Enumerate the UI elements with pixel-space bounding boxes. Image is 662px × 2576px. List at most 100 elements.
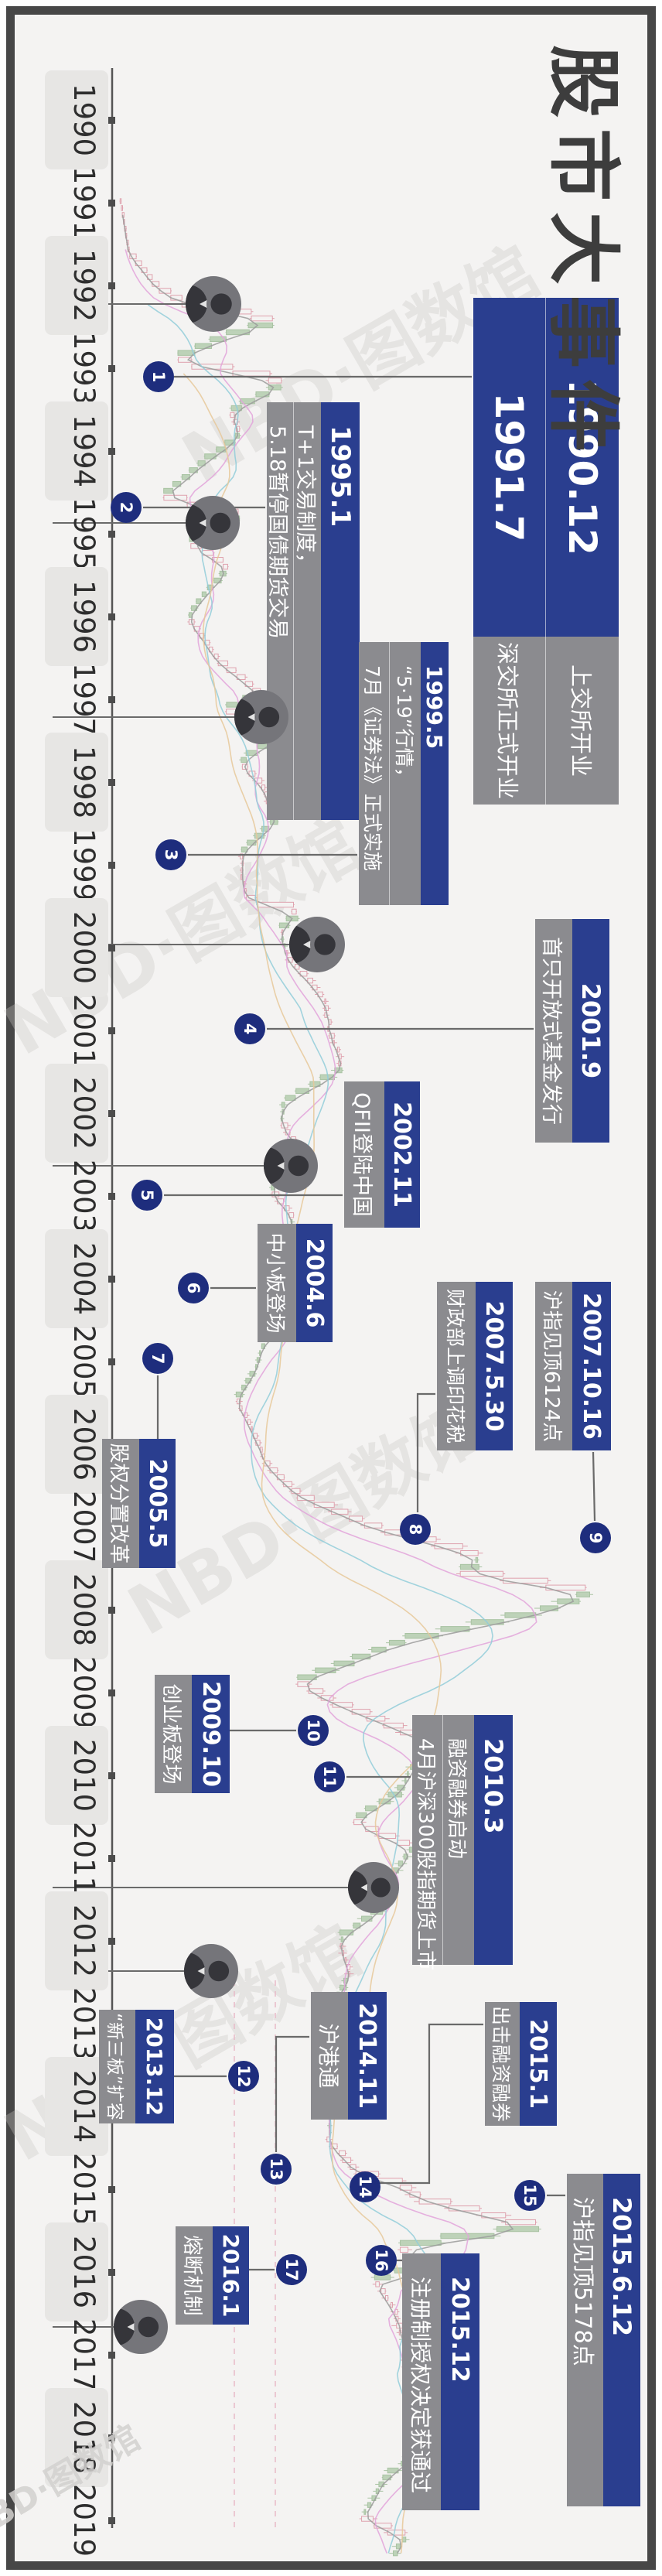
- event-marker-2: 2: [111, 492, 142, 523]
- event-box-2: 1995.1 T+1交易制度， 5.18暂停国债期货交易: [266, 402, 360, 820]
- person-silhouette-icon: [264, 1146, 309, 1186]
- event-date: 2015.1: [520, 2002, 557, 2126]
- event-marker-6: 6: [178, 1273, 209, 1303]
- ma-line: [147, 304, 493, 2554]
- event-desc: 沪指见顶6124点: [535, 1282, 572, 1450]
- person-silhouette-icon: [186, 284, 232, 324]
- event-box-4: 2001.9 首只开放式基金发行: [535, 919, 609, 1143]
- event-desc: 融资融券启动: [443, 1715, 474, 1965]
- connector-line: [416, 1392, 435, 1512]
- axis-tick: [108, 1606, 116, 1614]
- axis-tick: [108, 695, 116, 703]
- person-photo-4: [289, 917, 345, 972]
- event-desc-column: 上交所开业 深交所正式开业: [473, 637, 619, 805]
- event-date: 2002.11: [384, 1081, 420, 1228]
- event-box-9: 2007.10.16 沪指见顶6124点: [535, 1282, 611, 1450]
- event-marker-15: 15: [514, 2180, 545, 2211]
- event-date: 2014.11: [348, 1992, 387, 2120]
- event-desc: 5.18暂停国债期货交易: [266, 402, 294, 820]
- person-silhouette-icon: [348, 1869, 391, 1906]
- event-desc: 财政部上调印花税: [437, 1282, 476, 1450]
- event-date: 2004.6: [296, 1224, 333, 1342]
- event-date: 2016.1: [213, 2226, 249, 2325]
- event-date: 2015.6.12: [603, 2174, 640, 2506]
- axis-tick: [108, 861, 116, 869]
- event-date: 2009.10: [192, 1675, 230, 1793]
- axis-tick: [108, 2351, 116, 2359]
- axis-tick: [108, 778, 116, 786]
- event-desc: 首只开放式基金发行: [535, 919, 572, 1143]
- axis-tick: [108, 613, 116, 620]
- ma-line: [183, 373, 442, 2554]
- event-box-14: 2015.1 出击融资融券: [485, 2002, 557, 2126]
- event-box-13: 2014.11 沪港通: [311, 1992, 387, 2120]
- event-marker-12: 12: [228, 2061, 259, 2092]
- axis-tick: [108, 1689, 116, 1696]
- axis-tick: [108, 1109, 116, 1117]
- ma-line: [125, 249, 537, 2554]
- event-desc: 沪港通: [311, 1992, 348, 2120]
- axis-tick: [108, 447, 116, 455]
- event-marker-11: 11: [314, 1761, 345, 1792]
- axis-tick: [108, 1937, 116, 1945]
- event-desc: 创业板登场: [155, 1675, 192, 1793]
- event-marker-17: 17: [276, 2254, 307, 2285]
- event-desc: 7月《证券法》正式实施: [359, 642, 390, 905]
- event-box-16: 2015.12 注册制授权决定获通过: [402, 2253, 479, 2510]
- person-silhouette-icon: [186, 503, 231, 543]
- event-box-17: 2016.1 熔断机制: [176, 2226, 249, 2325]
- axis-tick: [108, 1771, 116, 1779]
- axis-tick: [108, 282, 116, 289]
- event-desc: 中小板登场: [258, 1224, 296, 1342]
- event-desc: 熔断机制: [176, 2226, 213, 2325]
- event-date: 2001.9: [572, 919, 609, 1143]
- axis-tick: [108, 1854, 116, 1862]
- event-date: 1995.1: [321, 402, 360, 820]
- person-silhouette-icon: [114, 2307, 159, 2347]
- event-box-15: 2015.6.12 沪指见顶5178点: [567, 2174, 640, 2506]
- event-desc: 出击融资融券: [485, 2002, 520, 2126]
- person-silhouette-icon: [234, 697, 280, 737]
- event-date: 2013.12: [135, 2010, 174, 2123]
- event-date: 1991.7: [473, 298, 546, 637]
- event-box-10: 2009.10 创业板登场: [155, 1675, 230, 1793]
- connector-line: [275, 2035, 309, 2152]
- event-date: 2015.12: [441, 2253, 479, 2510]
- person-photo-8: [114, 2300, 168, 2354]
- person-photo-2: [186, 496, 240, 550]
- axis-tick: [108, 2516, 116, 2524]
- connector-line: [379, 2023, 483, 2185]
- event-marker-14: 14: [350, 2171, 380, 2202]
- person-photo-6: [348, 1862, 399, 1913]
- event-marker-8: 8: [400, 1514, 431, 1545]
- person-silhouette-icon: [289, 924, 336, 965]
- event-desc: 注册制授权决定获通过: [402, 2253, 441, 2510]
- event-desc: 4月沪深300股指期货上市: [412, 1715, 443, 1970]
- event-box-12: 2013.12 “新三板”扩容: [99, 2010, 174, 2123]
- event-box-7: 2005.5 股权分置改革: [102, 1439, 176, 1568]
- event-desc: 沪指见顶5178点: [567, 2174, 603, 2506]
- axis-tick: [108, 530, 116, 538]
- event-date: 2005.5: [139, 1439, 176, 1568]
- event-desc: QFII登陆中国: [344, 1081, 384, 1228]
- event-marker-10: 10: [298, 1715, 329, 1746]
- axis-tick: [108, 2185, 116, 2193]
- event-box-5: 2002.11 QFII登陆中国: [344, 1081, 420, 1228]
- person-photo-3: [234, 690, 288, 744]
- axis-tick: [108, 1192, 116, 1200]
- event-desc: 上交所开业: [568, 664, 594, 777]
- event-marker-13: 13: [261, 2154, 292, 2185]
- axis-tick: [108, 199, 116, 207]
- axis-tick: [108, 364, 116, 372]
- event-marker-16: 16: [366, 2245, 397, 2276]
- person-photo-1: [186, 276, 241, 332]
- event-marker-9: 9: [580, 1522, 611, 1553]
- person-photo-7: [184, 1944, 238, 1998]
- page-title: 股市大事件: [541, 45, 625, 463]
- event-date: 2007.10.16: [572, 1282, 611, 1450]
- event-marker-1: 1: [143, 361, 174, 392]
- axis-tick: [108, 1358, 116, 1365]
- axis-tick: [108, 1275, 116, 1283]
